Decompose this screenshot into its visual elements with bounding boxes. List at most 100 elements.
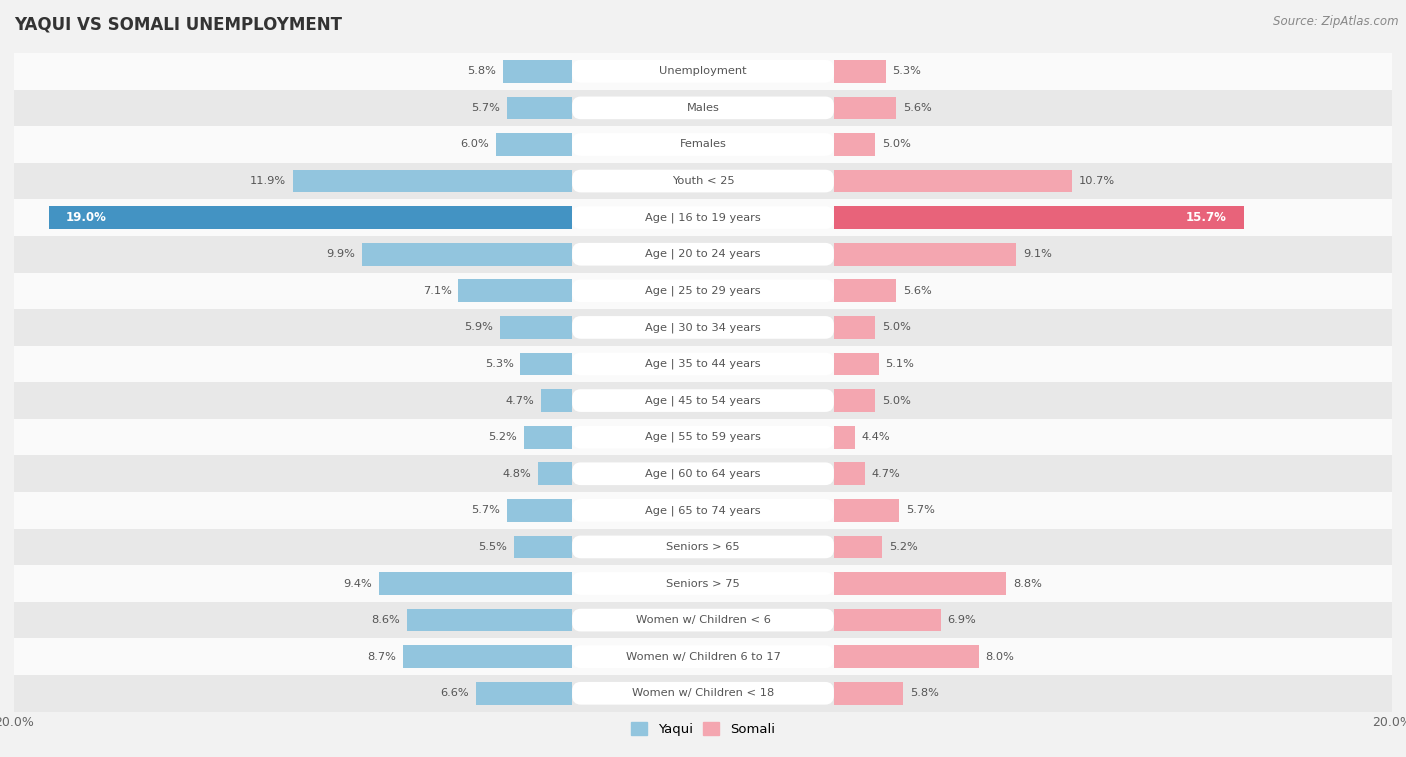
Bar — [14, 419, 1392, 456]
Bar — [537, 463, 572, 485]
Text: Age | 16 to 19 years: Age | 16 to 19 years — [645, 213, 761, 223]
FancyBboxPatch shape — [572, 97, 834, 119]
Bar — [14, 273, 1392, 309]
Text: Unemployment: Unemployment — [659, 67, 747, 76]
Bar — [14, 53, 1392, 89]
FancyBboxPatch shape — [572, 170, 834, 192]
Bar — [48, 207, 572, 229]
Bar — [14, 309, 1392, 346]
Text: 5.2%: 5.2% — [488, 432, 517, 442]
Bar — [14, 236, 1392, 273]
Bar — [834, 97, 896, 119]
FancyBboxPatch shape — [572, 463, 834, 485]
Bar — [14, 492, 1392, 528]
Bar — [834, 609, 941, 631]
Text: 5.7%: 5.7% — [471, 506, 499, 516]
Bar — [834, 207, 1244, 229]
Bar — [503, 60, 572, 83]
Text: 5.0%: 5.0% — [882, 139, 911, 149]
Bar — [524, 426, 572, 448]
Text: 8.0%: 8.0% — [986, 652, 1014, 662]
Bar — [834, 646, 979, 668]
Bar — [834, 170, 1071, 192]
Bar — [834, 279, 896, 302]
Bar — [14, 126, 1392, 163]
Text: 4.8%: 4.8% — [502, 469, 531, 478]
Bar — [14, 602, 1392, 638]
Text: 8.7%: 8.7% — [367, 652, 396, 662]
Legend: Yaqui, Somali: Yaqui, Somali — [626, 716, 780, 741]
Bar — [834, 499, 900, 522]
Bar — [14, 89, 1392, 126]
FancyBboxPatch shape — [572, 536, 834, 558]
FancyBboxPatch shape — [572, 133, 834, 156]
Text: Males: Males — [686, 103, 720, 113]
Text: Age | 60 to 64 years: Age | 60 to 64 years — [645, 469, 761, 479]
Text: 11.9%: 11.9% — [250, 176, 287, 186]
Text: Source: ZipAtlas.com: Source: ZipAtlas.com — [1274, 15, 1399, 28]
Text: 8.8%: 8.8% — [1012, 578, 1042, 588]
Bar — [541, 389, 572, 412]
Bar — [496, 133, 572, 156]
Bar — [292, 170, 572, 192]
Text: 5.6%: 5.6% — [903, 286, 932, 296]
Bar — [14, 199, 1392, 236]
Bar — [475, 682, 572, 705]
FancyBboxPatch shape — [572, 572, 834, 595]
Bar — [14, 565, 1392, 602]
FancyBboxPatch shape — [572, 389, 834, 412]
Bar — [361, 243, 572, 266]
Bar — [499, 316, 572, 338]
Text: Age | 45 to 54 years: Age | 45 to 54 years — [645, 395, 761, 406]
Text: 5.1%: 5.1% — [886, 359, 914, 369]
Text: YAQUI VS SOMALI UNEMPLOYMENT: YAQUI VS SOMALI UNEMPLOYMENT — [14, 15, 342, 33]
Bar — [520, 353, 572, 375]
Text: 6.0%: 6.0% — [461, 139, 489, 149]
Bar — [506, 97, 572, 119]
Text: Women w/ Children < 6: Women w/ Children < 6 — [636, 615, 770, 625]
Bar — [834, 536, 882, 558]
FancyBboxPatch shape — [572, 353, 834, 375]
Text: Youth < 25: Youth < 25 — [672, 176, 734, 186]
FancyBboxPatch shape — [572, 279, 834, 302]
Text: 5.7%: 5.7% — [907, 506, 935, 516]
Text: 6.9%: 6.9% — [948, 615, 976, 625]
Text: Women w/ Children 6 to 17: Women w/ Children 6 to 17 — [626, 652, 780, 662]
Text: 5.6%: 5.6% — [903, 103, 932, 113]
Text: Seniors > 65: Seniors > 65 — [666, 542, 740, 552]
FancyBboxPatch shape — [572, 316, 834, 338]
Text: Women w/ Children < 18: Women w/ Children < 18 — [631, 688, 775, 698]
Bar — [834, 426, 855, 448]
Bar — [14, 456, 1392, 492]
Text: 5.5%: 5.5% — [478, 542, 506, 552]
Text: 4.4%: 4.4% — [862, 432, 890, 442]
Text: Females: Females — [679, 139, 727, 149]
Text: Age | 35 to 44 years: Age | 35 to 44 years — [645, 359, 761, 369]
Text: Age | 25 to 29 years: Age | 25 to 29 years — [645, 285, 761, 296]
Text: 19.0%: 19.0% — [66, 211, 107, 224]
Text: 9.4%: 9.4% — [343, 578, 373, 588]
Text: 5.2%: 5.2% — [889, 542, 918, 552]
FancyBboxPatch shape — [572, 243, 834, 266]
Bar — [834, 463, 865, 485]
FancyBboxPatch shape — [572, 609, 834, 631]
Text: 7.1%: 7.1% — [423, 286, 451, 296]
Bar — [14, 346, 1392, 382]
Bar — [834, 353, 879, 375]
Text: 8.6%: 8.6% — [371, 615, 399, 625]
Text: 9.1%: 9.1% — [1024, 249, 1052, 259]
Bar — [406, 609, 572, 631]
Text: 10.7%: 10.7% — [1078, 176, 1115, 186]
Text: 5.3%: 5.3% — [485, 359, 513, 369]
Text: Age | 65 to 74 years: Age | 65 to 74 years — [645, 505, 761, 516]
Bar — [834, 572, 1007, 595]
Bar — [458, 279, 572, 302]
Text: Age | 55 to 59 years: Age | 55 to 59 years — [645, 432, 761, 442]
FancyBboxPatch shape — [572, 426, 834, 448]
Text: Seniors > 75: Seniors > 75 — [666, 578, 740, 588]
Text: 4.7%: 4.7% — [872, 469, 900, 478]
FancyBboxPatch shape — [572, 646, 834, 668]
Bar — [834, 682, 903, 705]
Text: Age | 20 to 24 years: Age | 20 to 24 years — [645, 249, 761, 260]
Bar — [834, 389, 875, 412]
